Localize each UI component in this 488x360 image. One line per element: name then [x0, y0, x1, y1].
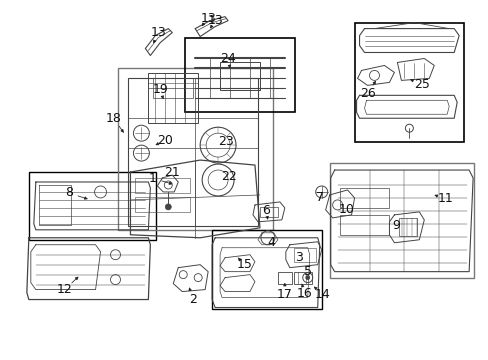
Bar: [148, 73, 198, 123]
Bar: [185, 37, 294, 112]
Text: 21: 21: [164, 166, 180, 179]
Text: 13: 13: [200, 12, 216, 25]
Text: 23: 23: [218, 135, 233, 148]
Circle shape: [165, 204, 171, 210]
Bar: [329, 163, 473, 278]
Text: 9: 9: [392, 219, 400, 232]
Text: 8: 8: [64, 186, 73, 199]
Bar: [339, 215, 388, 235]
Text: 11: 11: [436, 193, 452, 206]
Bar: [135, 178, 190, 193]
Text: 19: 19: [152, 83, 168, 96]
Text: 13: 13: [207, 14, 223, 27]
Text: 25: 25: [413, 78, 429, 91]
Text: 22: 22: [221, 170, 237, 183]
Text: 17: 17: [276, 288, 292, 301]
Bar: [293, 272, 311, 284]
Bar: [212, 230, 321, 310]
Text: 2: 2: [189, 293, 197, 306]
Text: 12: 12: [57, 283, 72, 296]
Text: 3: 3: [294, 251, 302, 264]
Text: 16: 16: [296, 287, 312, 300]
Text: 13: 13: [150, 26, 166, 39]
Circle shape: [305, 276, 309, 280]
Bar: [153, 78, 193, 98]
Bar: [118, 68, 272, 230]
Text: 1: 1: [148, 171, 156, 185]
Text: 5: 5: [303, 265, 311, 278]
Bar: [293, 248, 315, 262]
Text: 26: 26: [359, 87, 375, 100]
Text: 10: 10: [338, 203, 354, 216]
Bar: [277, 272, 291, 284]
Bar: [260, 207, 277, 217]
Bar: [128, 78, 258, 226]
Text: 7: 7: [315, 192, 323, 204]
Text: 14: 14: [314, 288, 330, 301]
Bar: [135, 197, 190, 212]
Text: 24: 24: [220, 52, 235, 65]
Bar: [220, 62, 260, 90]
Bar: [339, 188, 388, 208]
Bar: [354, 23, 463, 142]
Text: 6: 6: [262, 204, 269, 217]
Text: 18: 18: [105, 112, 121, 125]
Text: 20: 20: [157, 134, 173, 147]
Bar: [399, 218, 416, 236]
Text: 15: 15: [237, 258, 252, 271]
Text: 4: 4: [266, 236, 274, 249]
Bar: [29, 172, 156, 240]
